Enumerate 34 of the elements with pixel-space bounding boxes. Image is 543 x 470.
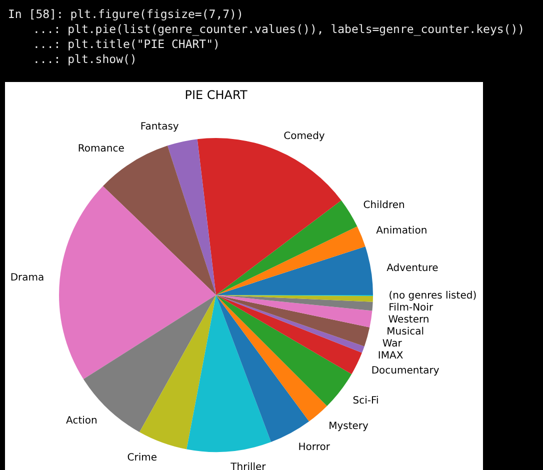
text: ...: plt.pie(list(genre_counter.values()), labels=genre_counter.keys()) (33, 22, 525, 36)
slice-label: (no genres listed) (388, 290, 477, 302)
slice-label: Comedy (284, 131, 325, 142)
text: In [58]: plt.figure(figsize=(7,7)) (8, 7, 244, 21)
pie-slice (167, 139, 216, 295)
pie-slice (216, 295, 352, 406)
text: ...: plt.title("PIE CHART") (33, 37, 220, 51)
slice-label: Thriller (230, 462, 267, 470)
pie-slice (216, 226, 366, 295)
slice-label: Adventure (386, 262, 438, 274)
slice-label: Film-Noir (388, 302, 434, 314)
slice-label: Fantasy (140, 121, 179, 132)
slice-label: Sci-Fi (352, 395, 379, 406)
slice-label: Musical (386, 326, 424, 338)
slice-label: Children (363, 200, 405, 211)
slice-label: Drama (10, 272, 44, 284)
slice-label: Horror (298, 442, 331, 453)
pie-slice (216, 295, 373, 311)
slice-label: Documentary (371, 365, 440, 376)
slice-label: IMAX (378, 350, 404, 362)
text: ...: plt.show() (33, 52, 137, 66)
slice-label: Mystery (328, 420, 369, 432)
pie-slice (216, 200, 358, 295)
slice-label: Crime (127, 452, 157, 464)
slice-label: Romance (78, 144, 124, 155)
slice-label: Western (388, 314, 430, 326)
slice-label: War (382, 338, 403, 350)
chart-title: PIE CHART (184, 88, 248, 102)
pie-slice (140, 295, 216, 450)
pie-slice (216, 295, 362, 374)
pie-slice (216, 295, 328, 422)
slice-label: Action (66, 416, 98, 427)
slice-label: Animation (376, 225, 428, 236)
pie-slice (186, 295, 272, 452)
